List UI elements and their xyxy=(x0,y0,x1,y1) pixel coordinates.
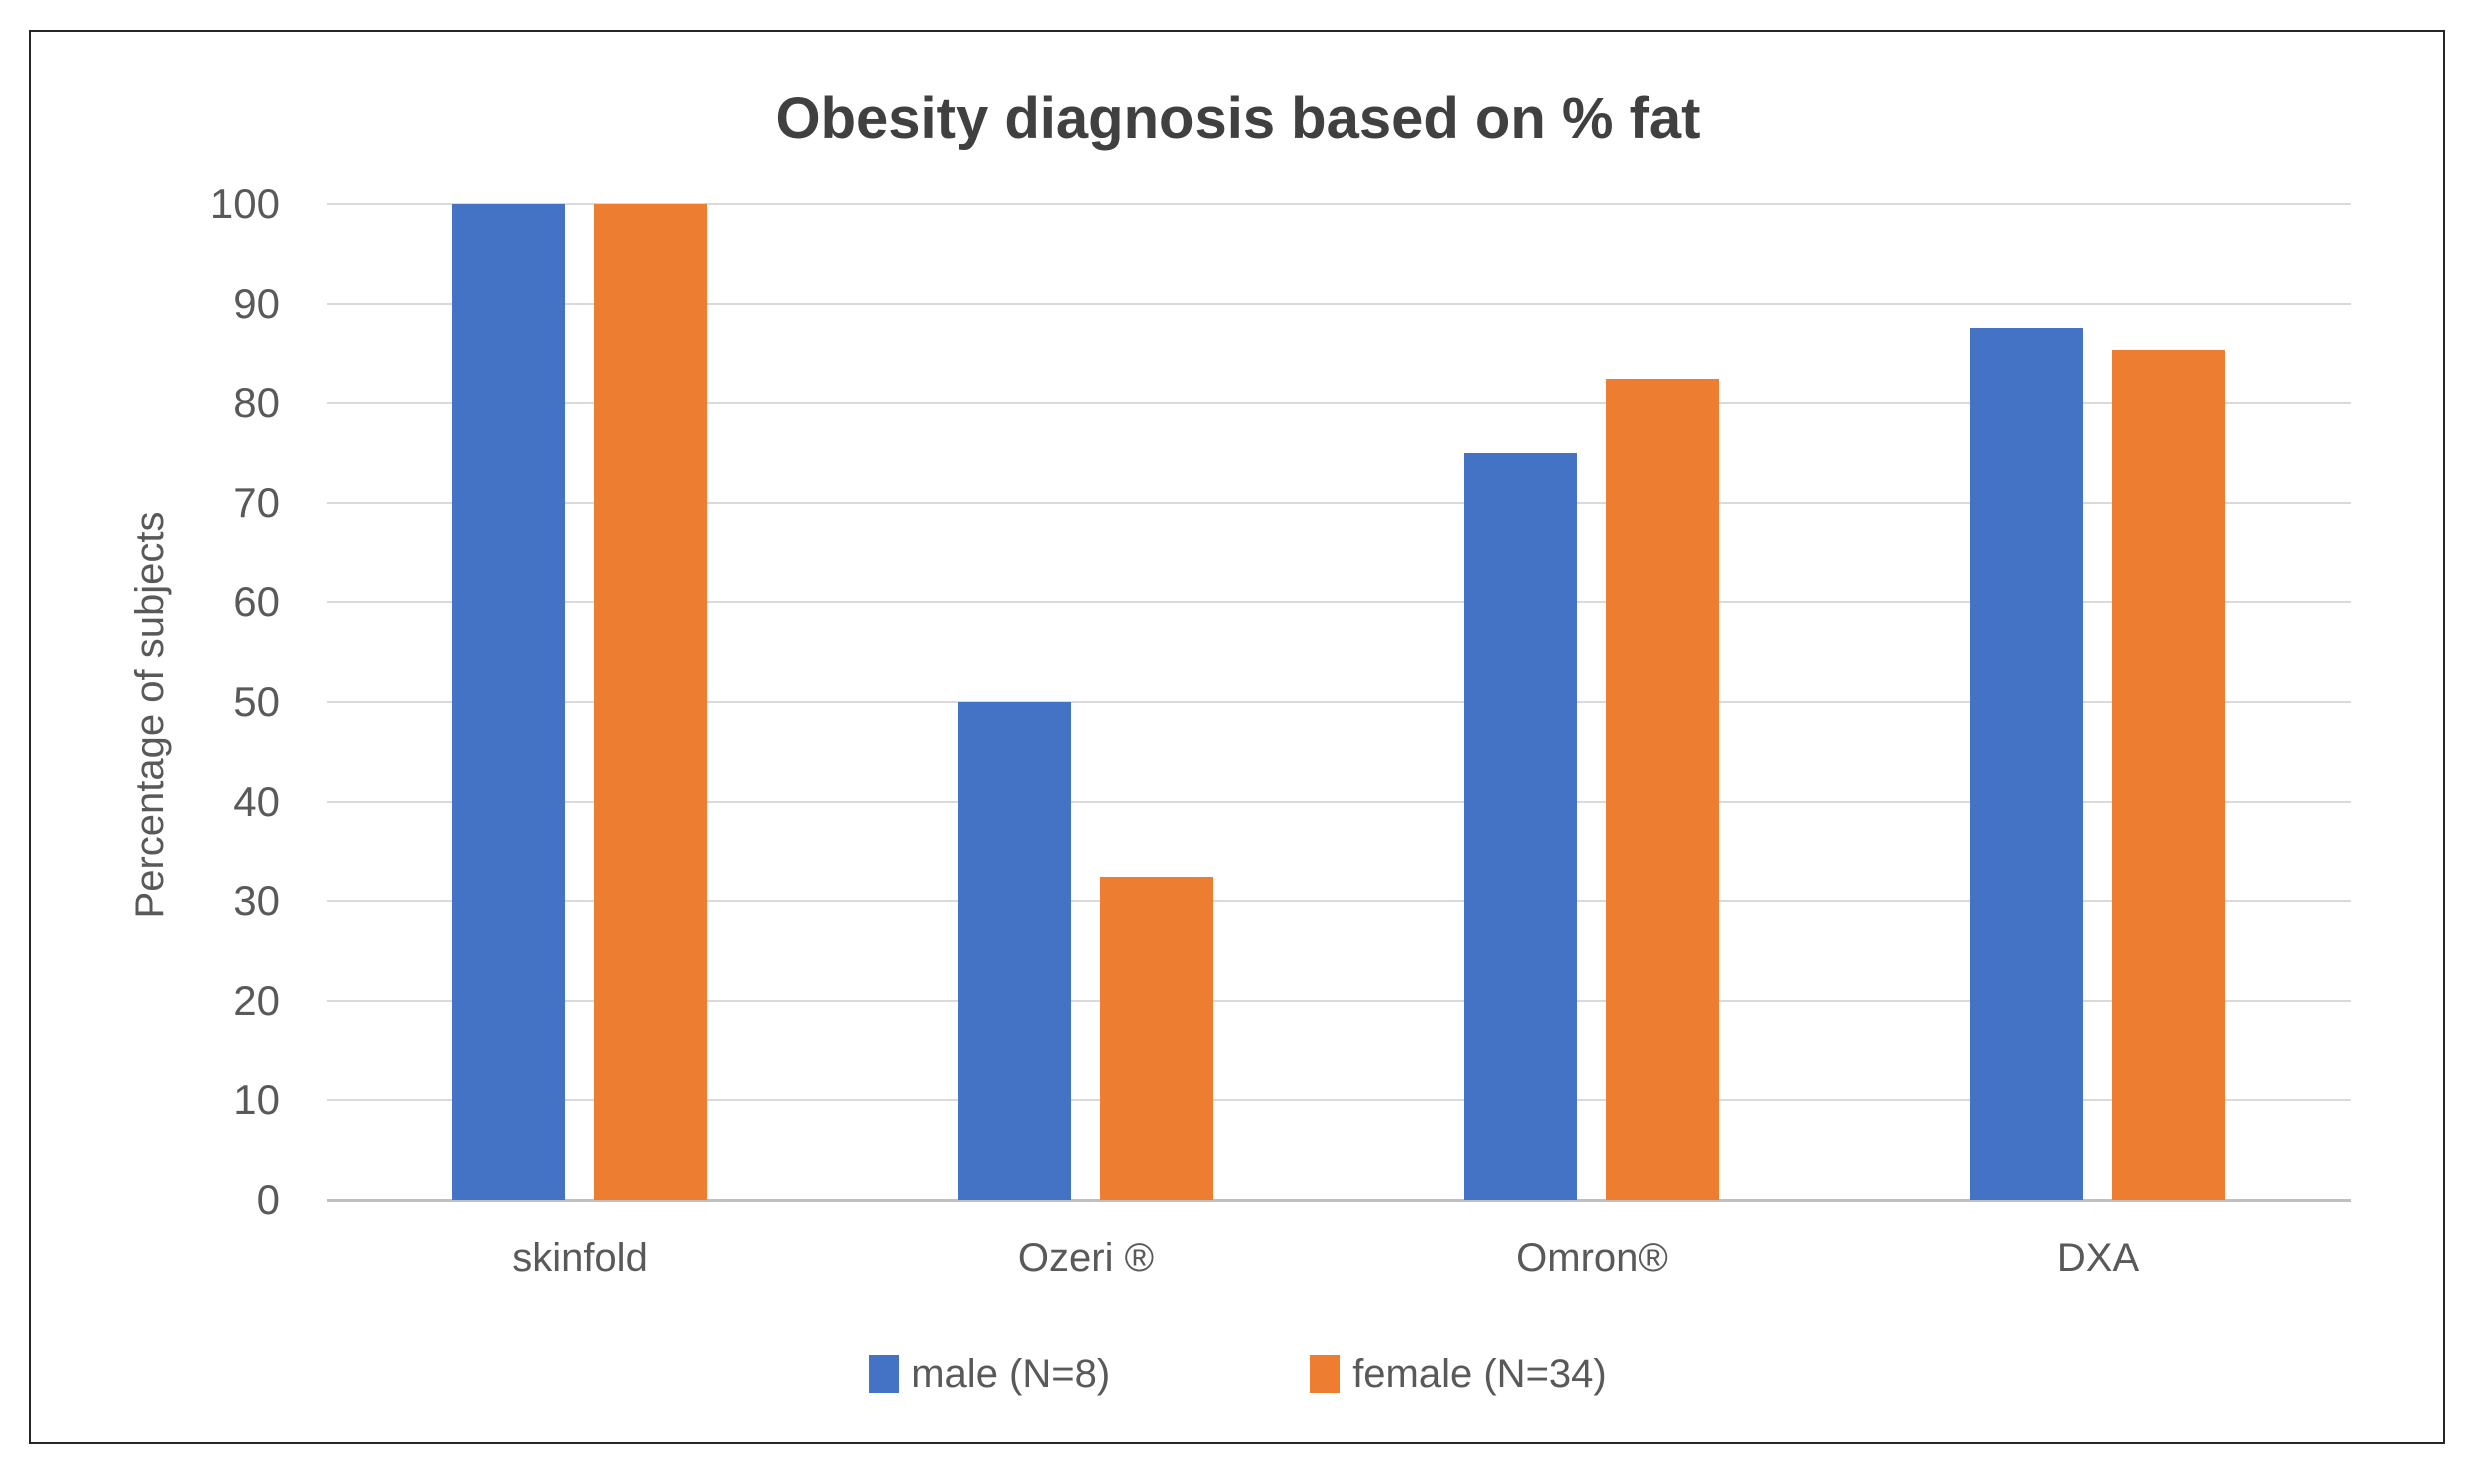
x-axis-line xyxy=(327,1199,2351,1202)
y-tick-label-0: 0 xyxy=(256,1176,280,1223)
y-tick-label-60: 60 xyxy=(233,578,280,626)
bar-male-dxa xyxy=(1970,328,2083,1200)
legend-item-male: male (N=8) xyxy=(869,1354,1110,1394)
gridline-20 xyxy=(327,999,2351,1002)
y-tick-label-70: 70 xyxy=(233,478,280,526)
legend: male (N=8) female (N=34) xyxy=(0,1346,2476,1402)
y-tick-label-100: 100 xyxy=(209,180,280,227)
chart-title: Obesity diagnosis based on % fat xyxy=(775,86,1701,151)
y-tick-label-80: 80 xyxy=(233,379,280,427)
gridline-90 xyxy=(327,302,2351,305)
bar-female-skinfold xyxy=(594,204,707,1200)
gridline-40 xyxy=(327,800,2351,803)
gridline-10 xyxy=(327,1099,2351,1102)
legend-label-male: male (N=8) xyxy=(911,1352,1111,1396)
gridline-100 xyxy=(327,203,2351,205)
legend-label-female: female (N=34) xyxy=(1352,1352,1607,1396)
legend-swatch-female xyxy=(1310,1355,1341,1393)
bar-female-omron xyxy=(1606,379,1719,1200)
gridline-60 xyxy=(327,601,2351,604)
bar-male-omron xyxy=(1464,453,1577,1200)
legend-swatch-male xyxy=(869,1355,900,1393)
gridline-70 xyxy=(327,501,2351,504)
plot-area xyxy=(327,203,2351,1202)
category-label-skinfold: skinfold xyxy=(512,1236,648,1280)
gridline-30 xyxy=(327,900,2351,903)
y-tick-label-10: 10 xyxy=(233,1076,280,1124)
bar-female-ozeri xyxy=(1100,877,1213,1200)
legend-item-female: female (N=34) xyxy=(1310,1354,1607,1394)
y-tick-label-30: 30 xyxy=(233,877,280,925)
y-tick-label-20: 20 xyxy=(233,976,280,1024)
gridline-50 xyxy=(327,701,2351,703)
y-tick-label-40: 40 xyxy=(233,777,280,825)
category-label-ozeri: Ozeri ® xyxy=(1017,1236,1155,1280)
bar-female-dxa xyxy=(2112,350,2225,1200)
gridline-80 xyxy=(327,402,2351,405)
y-tick-label-90: 90 xyxy=(233,279,280,327)
y-tick-label-50: 50 xyxy=(233,678,280,725)
bar-male-ozeri xyxy=(958,702,1071,1200)
bar-male-skinfold xyxy=(452,204,565,1200)
category-label-dxa: DXA xyxy=(2056,1236,2140,1280)
category-label-omron: Omron® xyxy=(1516,1236,1668,1280)
